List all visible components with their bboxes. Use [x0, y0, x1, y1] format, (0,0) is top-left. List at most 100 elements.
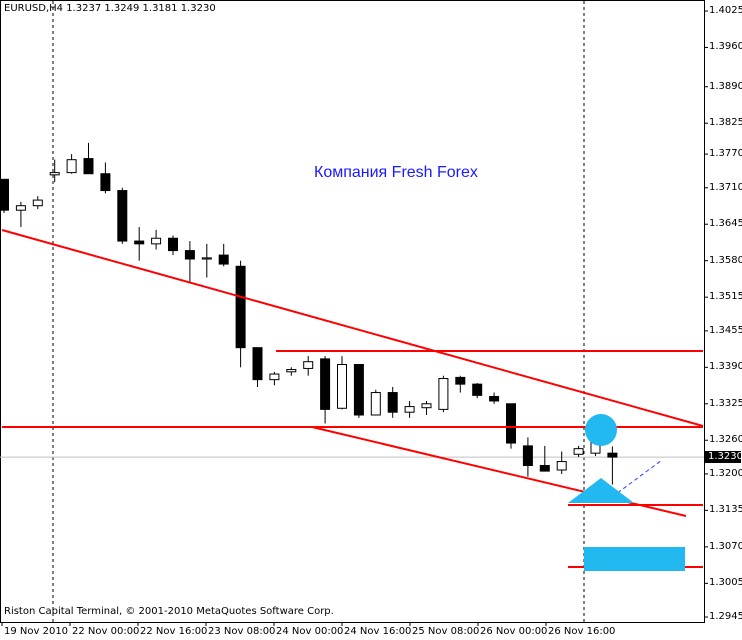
bear-candle-body: [353, 364, 364, 416]
bear-candle-body: [168, 237, 178, 252]
candle: [117, 187, 128, 244]
price-tick-label: 1.3515: [709, 291, 742, 303]
bear-candle-body: [320, 358, 331, 410]
candle: [134, 227, 145, 261]
target-zone: [584, 547, 685, 571]
candle: [539, 445, 550, 472]
candle: [49, 159, 60, 183]
bull-candle-body: [49, 172, 60, 176]
time-tick-label: 22 Nov 16:00: [140, 626, 208, 637]
candle: [353, 364, 364, 418]
candle: [489, 392, 500, 404]
candle: [607, 446, 618, 485]
price-tick-label: 1.3770: [709, 148, 742, 160]
time-tick-label: 19 Nov 2010: [4, 626, 69, 637]
price-tick-label: 1.3645: [709, 218, 742, 230]
candle: [235, 260, 246, 368]
signal-circle: [585, 414, 617, 446]
candle: [455, 375, 466, 393]
candle: [370, 389, 381, 416]
bull-candle-body: [556, 461, 567, 471]
candle: [320, 356, 331, 424]
current-price-badge: 1.3230: [704, 451, 742, 463]
bull-candle-body: [269, 373, 280, 381]
candle: [66, 154, 77, 174]
bull-candle-body: [32, 199, 43, 207]
price-tick-label: 1.3200: [709, 467, 742, 479]
candle: [404, 400, 415, 418]
bear-candle-body: [472, 383, 483, 396]
candle: [337, 356, 347, 410]
bull-candle-body: [15, 205, 26, 211]
projection-line: [611, 459, 663, 498]
time-tick-label: 26 Nov 00:00: [480, 626, 548, 637]
time-tick-label: 24 Nov 16:00: [344, 626, 412, 637]
candle: [83, 142, 94, 175]
candle: [184, 241, 195, 284]
copyright-label: Riston Capital Terminal, © 2001-2010 Met…: [4, 606, 334, 617]
price-tick-label: 1.2945: [709, 611, 742, 622]
bear-candle-body: [607, 452, 618, 458]
price-tick-label: 1.3580: [709, 254, 742, 266]
bull-candle-body: [337, 364, 347, 409]
candle: [556, 451, 567, 474]
bull-candle-body: [370, 392, 381, 416]
candle: [269, 371, 280, 386]
candle: [168, 235, 178, 256]
symbol-info-label: EURUSD,H4 1.3237 1.3249 1.3181 1.3230: [4, 3, 216, 14]
candle: [303, 356, 314, 376]
price-tick-label: 1.3825: [709, 117, 742, 129]
bear-candle-body: [83, 158, 94, 175]
candle: [522, 437, 533, 477]
candle: [472, 383, 483, 399]
candle: [252, 347, 263, 387]
signal-triangle: [568, 478, 634, 503]
price-tick-label: 1.4025: [709, 5, 742, 16]
bull-candle-body: [66, 159, 77, 174]
candle: [0, 178, 9, 213]
candle: [15, 201, 26, 228]
price-tick-label: 1.3960: [709, 41, 742, 53]
bear-candle-body: [134, 240, 145, 245]
bear-candle-body: [252, 347, 263, 381]
bear-candle-body: [506, 403, 516, 444]
candle: [286, 367, 297, 376]
candle: [387, 386, 398, 418]
price-tick-label: 1.3135: [709, 504, 742, 516]
bear-candle-body: [218, 254, 229, 265]
candle: [100, 162, 111, 194]
time-tick-label: 24 Nov 00:00: [276, 626, 344, 637]
candle: [151, 229, 162, 250]
candle: [421, 400, 432, 415]
channel-upper-line: [1, 229, 704, 427]
company-watermark: Компания Fresh Forex: [314, 164, 478, 181]
candle: [438, 375, 449, 413]
bear-candle-body: [117, 190, 128, 242]
bear-candle-body: [235, 265, 246, 349]
bull-candle-body: [404, 406, 415, 413]
bull-candle-body: [438, 378, 449, 410]
bull-candle-body: [303, 361, 314, 369]
bull-candle-body: [151, 237, 162, 245]
bull-candle-body: [421, 403, 432, 409]
time-tick-label: 23 Nov 08:00: [208, 626, 276, 637]
bear-candle-body: [489, 395, 500, 402]
bear-candle-body: [0, 178, 9, 211]
bull-candle-body: [286, 369, 297, 373]
price-tick-label: 1.3390: [709, 361, 742, 373]
candle: [201, 243, 212, 278]
price-tick-label: 1.3455: [709, 324, 742, 336]
price-tick-label: 1.3005: [709, 577, 742, 589]
bear-candle-body: [539, 465, 550, 472]
bear-candle-body: [522, 445, 533, 467]
price-tick-label: 1.3260: [709, 434, 742, 446]
bear-candle-body: [455, 376, 466, 385]
time-tick-label: 26 Nov 16:00: [548, 626, 616, 637]
bull-candle-body: [201, 257, 212, 260]
bull-candle-body: [573, 448, 584, 455]
price-tick-label: 1.3070: [709, 540, 742, 552]
plot-border: [0, 0, 705, 623]
price-tick-label: 1.3325: [709, 397, 742, 409]
price-tick-label: 1.3890: [709, 80, 742, 92]
